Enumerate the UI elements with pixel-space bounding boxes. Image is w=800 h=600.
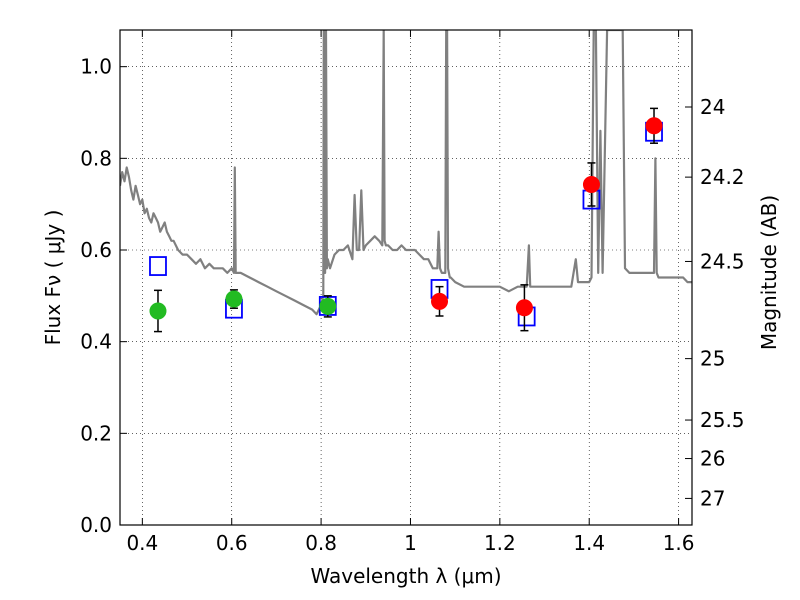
axes: [119, 29, 693, 526]
x-tick-label: 1: [404, 531, 417, 555]
y-tick-label: 1.0: [80, 55, 112, 79]
y-right-tick-label: 26: [700, 447, 725, 471]
x-tick-label: 1.4: [573, 531, 605, 555]
spectrum-line: [120, 30, 692, 316]
y-axis-right-label: Magnitude (AB): [757, 195, 781, 350]
y-tick-label: 0.8: [80, 146, 112, 170]
x-tick-label: 0.8: [305, 531, 337, 555]
y-right-tick-label: 25: [700, 347, 725, 371]
photometry-point-marker: [225, 290, 243, 308]
y-tick-label: 0.0: [80, 513, 112, 537]
y-right-tick-label: 27: [700, 486, 725, 510]
y-right-tick-label: 24: [700, 95, 725, 119]
photometry-point-marker: [515, 299, 533, 317]
photometry-point-marker: [319, 297, 337, 315]
x-tick-label: 1.6: [663, 531, 695, 555]
tick-labels: 0.4 0.6 0.8 1 1.2 1.4 1.6 0.0 0.2 0.4 0.6 0.8 1.0 24 2…: [80, 55, 744, 555]
x-tick-label: 0.4: [126, 531, 158, 555]
photometry-point-marker: [431, 292, 449, 310]
x-axis-label: Wavelength λ (μm): [310, 564, 501, 588]
plot-area: [120, 30, 692, 333]
y-right-tick-label: 25.5: [700, 408, 745, 432]
photometry-point-marker: [149, 302, 167, 320]
x-tick-label: 0.6: [216, 531, 248, 555]
photometry-point-marker: [645, 117, 663, 135]
photometry-point-marker: [582, 175, 600, 193]
y-tick-label: 0.2: [80, 421, 112, 445]
model-square-marker: [149, 256, 167, 276]
x-tick-label: 1.2: [484, 531, 516, 555]
y-tick-label: 0.4: [80, 330, 112, 354]
axes-frame: [119, 29, 693, 526]
y-right-tick-label: 24.2: [700, 165, 745, 189]
y-axis-label: Flux Fν ( μJy ): [41, 210, 65, 346]
y-right-tick-label: 24.5: [700, 249, 745, 273]
y-tick-label: 0.6: [80, 238, 112, 262]
